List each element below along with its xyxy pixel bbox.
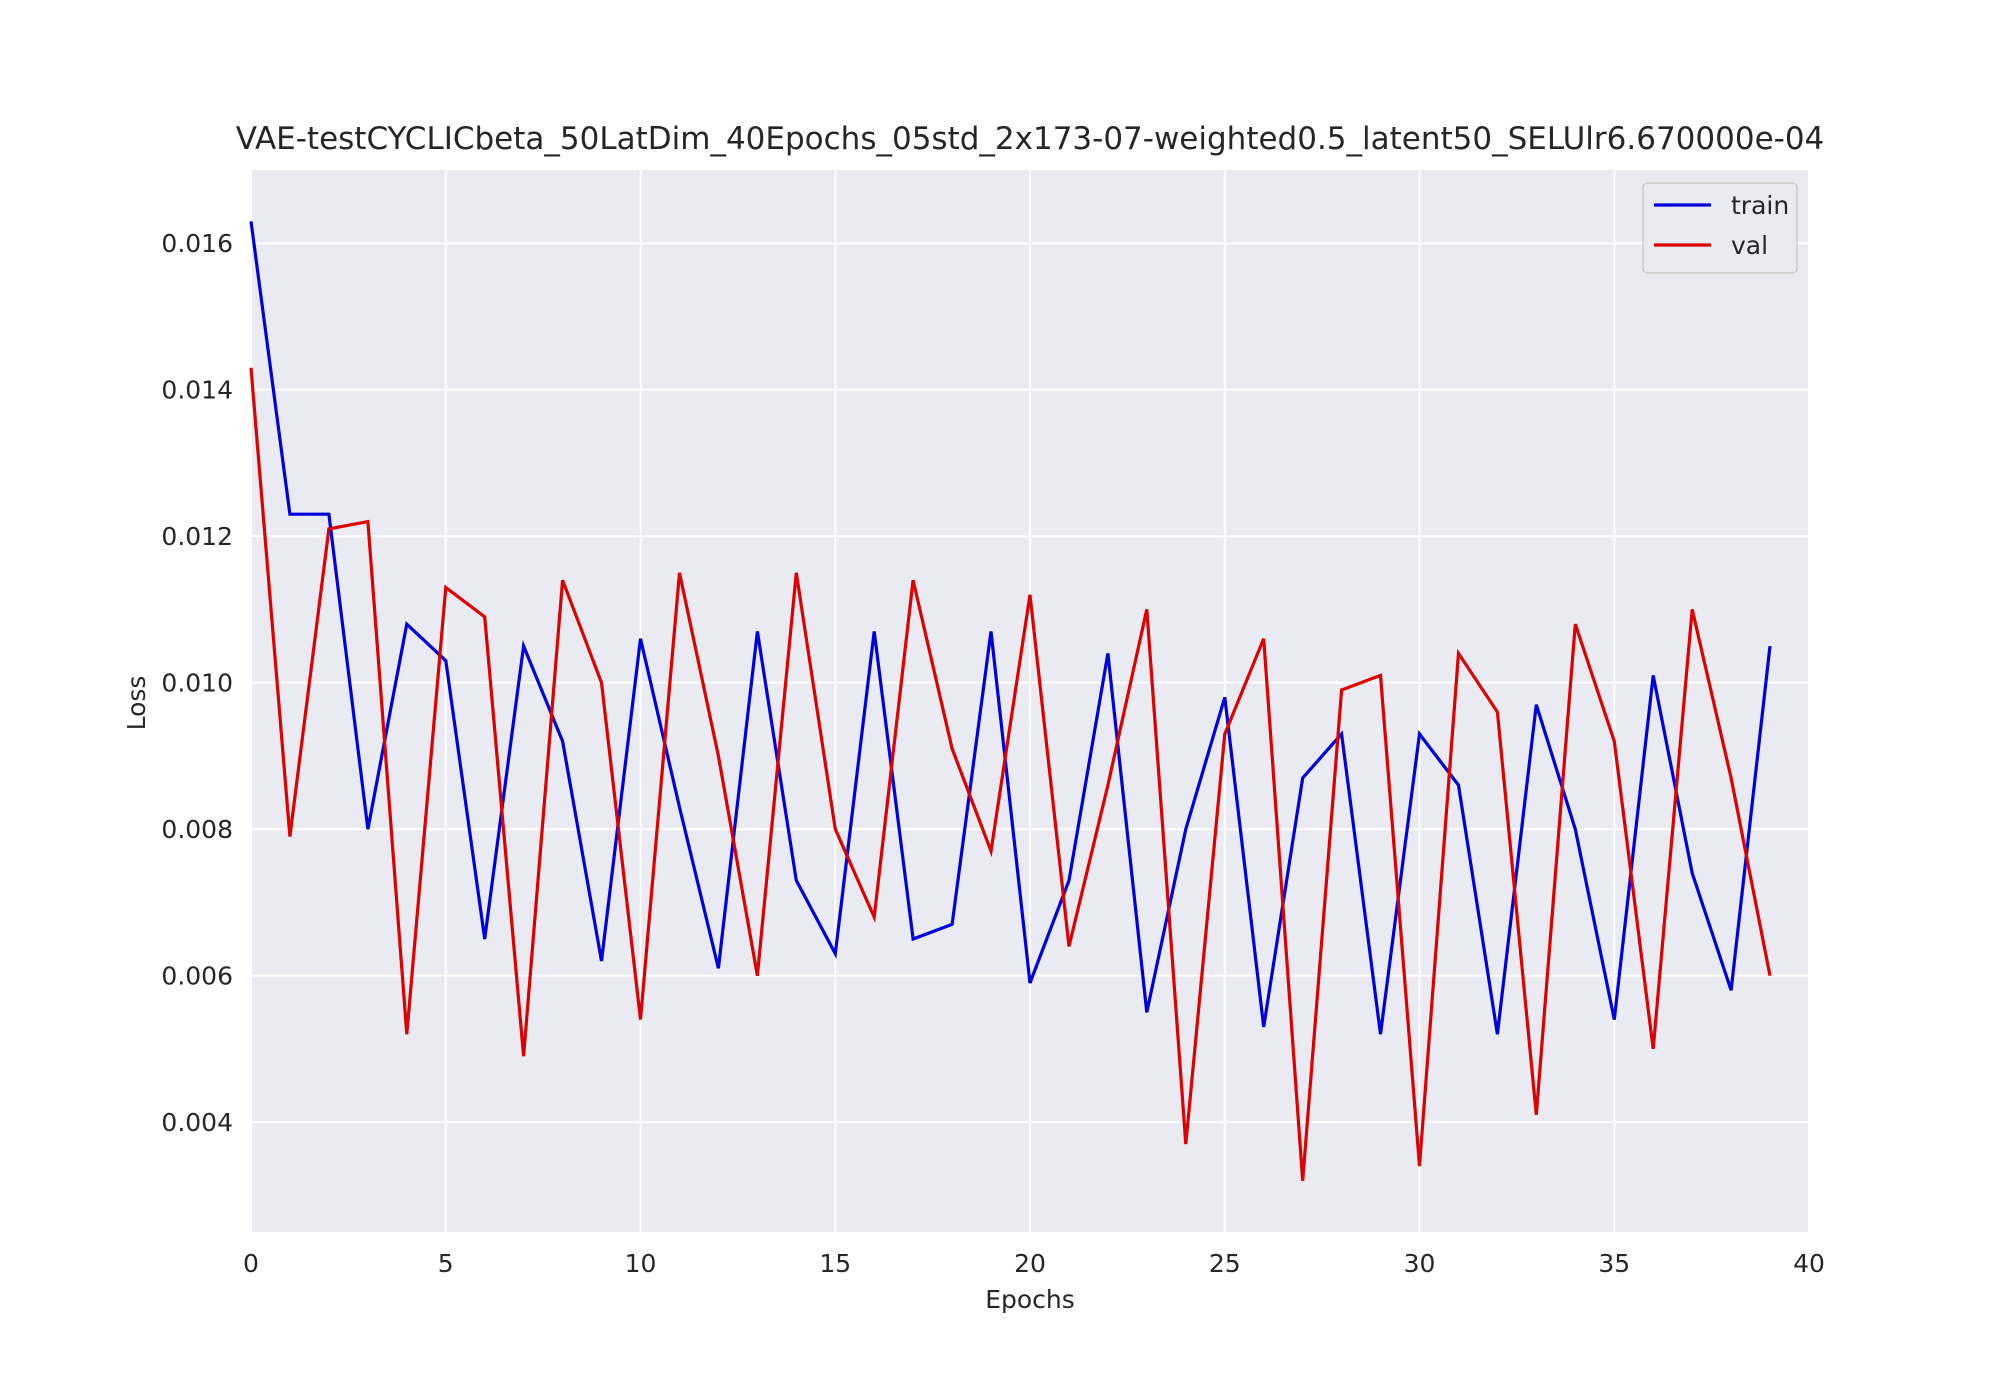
val-line xyxy=(249,367,1772,1181)
x-axis-label: Epochs xyxy=(985,1285,1075,1314)
series-val xyxy=(249,367,1772,1181)
x-tick-label: 20 xyxy=(1014,1249,1046,1278)
legend: train val xyxy=(1642,182,1798,274)
legend-label-val: val xyxy=(1731,231,1768,260)
tick-labels: 0 5 10 15 20 25 30 35 40 0.004 0.006 0.008 0.010 0.01… xyxy=(161,229,1824,1278)
y-tick-label: 0.006 xyxy=(161,962,233,991)
y-tick-label: 0.014 xyxy=(161,376,233,405)
series-layer xyxy=(249,221,1772,1181)
y-tick-label: 0.012 xyxy=(161,522,233,551)
series-train xyxy=(249,221,1772,1035)
x-tick-label: 35 xyxy=(1598,1249,1630,1278)
x-tick-label: 30 xyxy=(1404,1249,1436,1278)
y-tick-label: 0.010 xyxy=(161,669,233,698)
x-tick-label: 0 xyxy=(243,1249,259,1278)
x-tick-label: 25 xyxy=(1209,1249,1241,1278)
y-tick-label: 0.008 xyxy=(161,815,233,844)
y-tick-label: 0.016 xyxy=(161,229,233,258)
y-axis-label: Loss xyxy=(122,676,151,731)
chart-title: VAE-testCYCLICbeta_50LatDim_40Epochs_05s… xyxy=(236,121,1825,157)
legend-label-train: train xyxy=(1731,191,1789,220)
x-tick-label: 5 xyxy=(438,1249,454,1278)
y-tick-label: 0.004 xyxy=(161,1108,233,1137)
x-tick-label: 10 xyxy=(625,1249,657,1278)
x-tick-label: 40 xyxy=(1793,1249,1825,1278)
train-line xyxy=(249,221,1772,1035)
x-tick-label: 15 xyxy=(819,1249,851,1278)
